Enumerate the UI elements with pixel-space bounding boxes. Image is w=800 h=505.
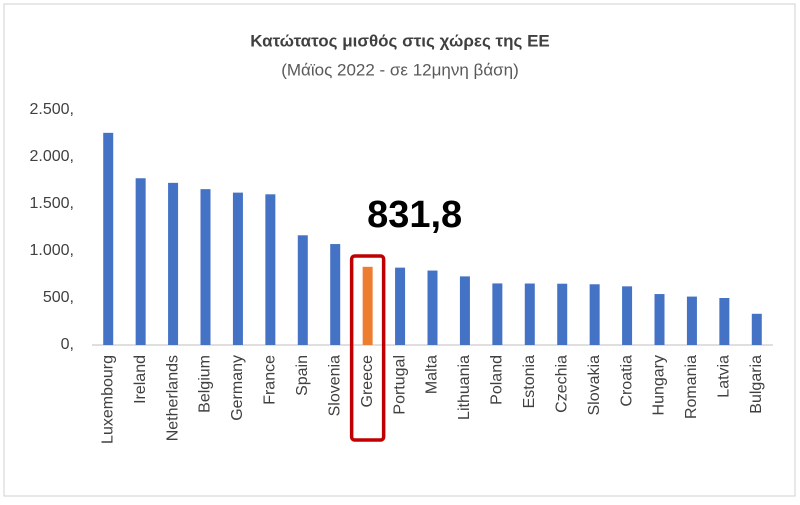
bar	[330, 244, 341, 345]
bar	[427, 270, 438, 345]
y-tick-label: 2.000,	[30, 148, 74, 165]
bar	[589, 284, 600, 345]
x-tick-label: Croatia	[618, 355, 635, 407]
bar	[103, 132, 114, 345]
x-tick-label: Germany	[229, 355, 246, 421]
bar	[362, 266, 373, 345]
x-tick-label: France	[262, 355, 279, 405]
x-tick-label: Spain	[294, 355, 311, 396]
data-label: 831,8	[367, 194, 462, 236]
x-tick-label: Belgium	[197, 355, 214, 413]
bar	[751, 313, 762, 345]
x-tick-label: Latvia	[716, 355, 733, 398]
x-tick-label: Poland	[489, 355, 506, 405]
x-tick-label: Hungary	[651, 355, 668, 415]
bar	[232, 192, 243, 345]
bar	[654, 294, 665, 345]
chart-subtitle: (Μάϊος 2022 - σε 12μηνη βάση)	[281, 60, 519, 79]
bar	[168, 182, 179, 345]
x-tick-label: Malta	[424, 355, 441, 394]
y-tick-label: 2.500,	[30, 101, 74, 118]
bar	[686, 296, 697, 345]
x-tick-label: Ireland	[132, 355, 149, 404]
bar	[265, 194, 276, 345]
y-tick-label: 500,	[43, 289, 74, 306]
x-tick-label: Portugal	[391, 355, 408, 415]
bar	[557, 283, 568, 345]
x-tick-label: Lithuania	[456, 355, 473, 420]
bar	[200, 189, 211, 345]
x-tick-label: Greece	[359, 355, 376, 408]
x-tick-label: Luxembourg	[99, 355, 116, 444]
bar	[135, 178, 146, 345]
x-tick-label: Netherlands	[164, 355, 181, 441]
x-tick-label: Slovenia	[326, 355, 343, 416]
bar	[524, 283, 535, 345]
bar	[492, 283, 503, 345]
x-tick-label: Romania	[683, 355, 700, 419]
bar	[622, 286, 633, 345]
chart-title: Κατώτατος μισθός στις χώρες της ΕΕ	[250, 31, 550, 50]
y-tick-label: 1.000,	[30, 242, 74, 259]
y-tick-label: 0,	[61, 336, 74, 353]
highlight-box	[349, 254, 386, 442]
bar	[459, 276, 470, 345]
bar	[395, 267, 406, 345]
x-tick-label: Estonia	[521, 355, 538, 408]
x-tick-label: Bulgaria	[748, 355, 765, 414]
bar	[719, 298, 730, 345]
bar	[297, 235, 308, 345]
x-tick-label: Czechia	[553, 355, 570, 413]
x-tick-label: Slovakia	[586, 355, 603, 416]
y-tick-label: 1.500,	[30, 195, 74, 212]
